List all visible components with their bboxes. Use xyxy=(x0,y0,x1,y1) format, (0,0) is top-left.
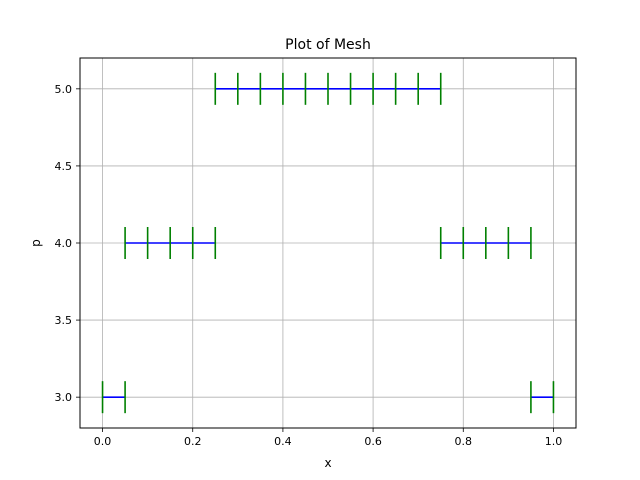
x-tick-label: 0.0 xyxy=(94,435,112,448)
y-tick-label: 5.0 xyxy=(55,83,73,96)
x-tick-label: 1.0 xyxy=(545,435,563,448)
x-tick-label: 0.4 xyxy=(274,435,292,448)
x-tick-label: 0.6 xyxy=(364,435,382,448)
x-tick-label: 0.2 xyxy=(184,435,202,448)
x-tick-label: 0.8 xyxy=(455,435,473,448)
chart-title: Plot of Mesh xyxy=(285,37,371,53)
y-tick-label: 3.5 xyxy=(55,314,73,327)
y-tick-label: 4.0 xyxy=(55,237,73,250)
x-axis-label: x xyxy=(324,456,331,470)
y-axis-label: p xyxy=(29,239,43,247)
axis-ticks: 0.0 0.2 0.4 0.6 0.8 1.0 3.0 3.5 4.0 4.5 5.0 xyxy=(55,83,563,448)
plot-data xyxy=(101,72,555,414)
y-tick-label: 4.5 xyxy=(55,160,73,173)
y-tick-label: 3.0 xyxy=(55,391,73,404)
